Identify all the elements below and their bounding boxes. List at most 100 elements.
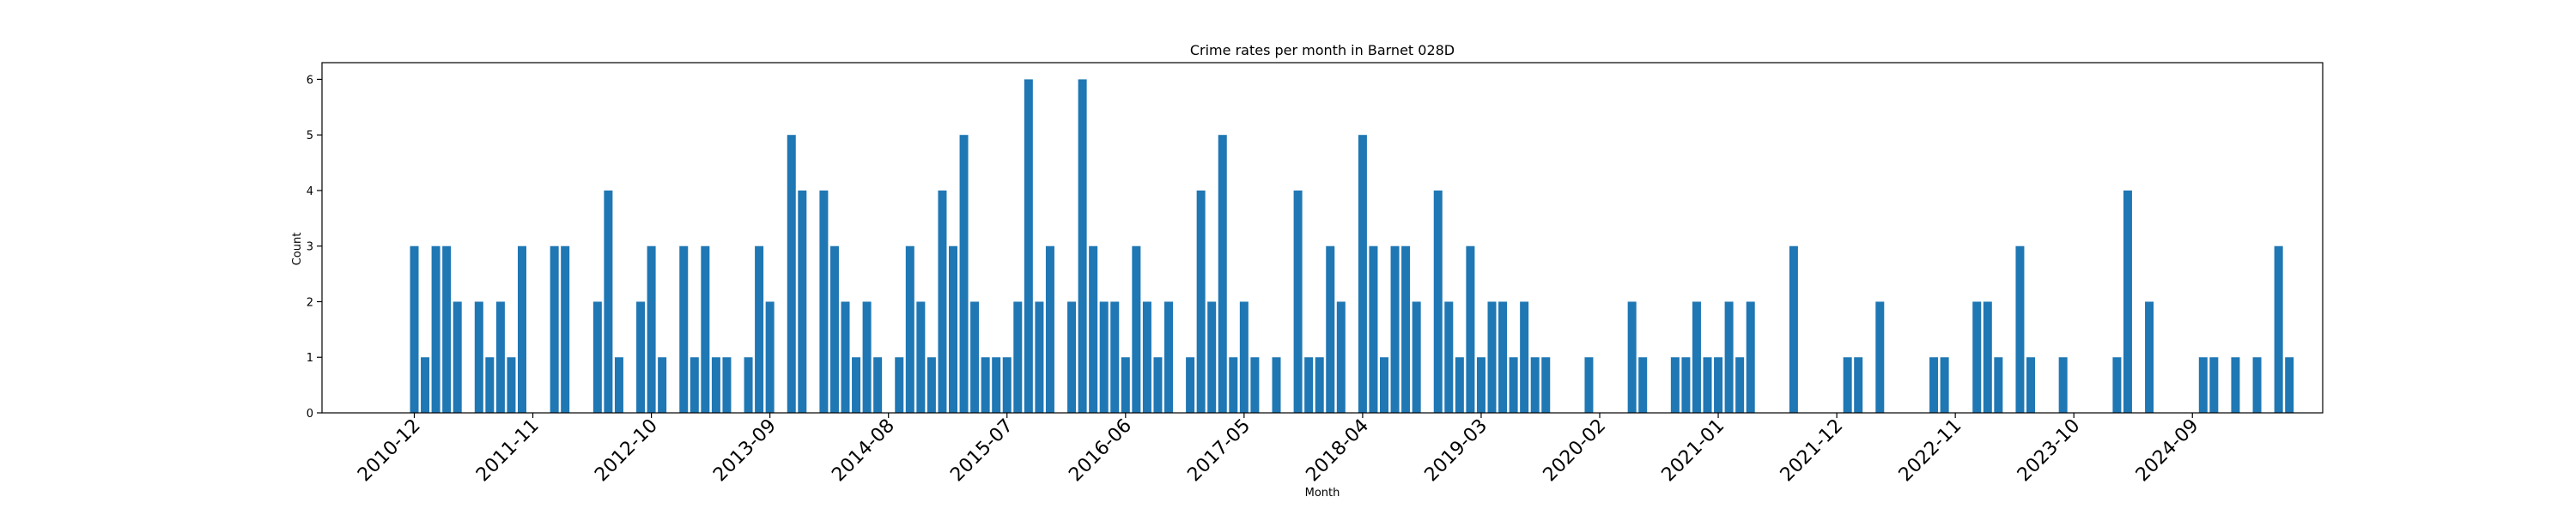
bar-2020-09 (1670, 357, 1680, 413)
x-tick-label: 2013-09 (709, 415, 781, 487)
x-tick-label: 2021-01 (1658, 415, 1729, 487)
bar-2017-01 (1196, 190, 1206, 413)
bar-2014-06 (862, 301, 872, 413)
bar-2013-07 (744, 357, 753, 413)
bar-2017-08 (1272, 357, 1281, 413)
bar-2016-01 (1067, 301, 1077, 413)
bar-2011-01 (421, 357, 430, 413)
bar-2021-02 (1724, 301, 1734, 413)
bar-2020-06 (1638, 357, 1648, 413)
bar-2018-02 (1336, 301, 1346, 413)
bar-2015-08 (1013, 301, 1023, 413)
bar-2018-11 (1433, 190, 1443, 413)
bar-2014-03 (829, 245, 839, 413)
x-tick-label: 2014-08 (828, 415, 899, 487)
y-tick-label: 0 (307, 408, 313, 421)
x-tick-label: 2016-06 (1065, 415, 1136, 487)
y-tick-label: 6 (307, 74, 313, 87)
x-tick-label: 2024-09 (2132, 415, 2203, 487)
bar-2017-06 (1250, 357, 1260, 413)
bars-group (410, 79, 2294, 414)
chart-title: Crime rates per month in Barnet 028D (1190, 42, 1455, 58)
bar-2013-09 (765, 301, 775, 413)
bar-2022-01 (1843, 357, 1852, 413)
bar-2015-10 (1035, 301, 1044, 413)
bar-2019-05 (1498, 301, 1508, 413)
bar-2012-11 (658, 357, 667, 413)
bar-2014-12 (927, 357, 936, 413)
bar-2024-03 (2123, 190, 2132, 413)
bar-2019-04 (1487, 301, 1497, 413)
bar-2020-10 (1681, 357, 1691, 413)
bar-2025-06 (2285, 357, 2294, 413)
bar-2016-06 (1121, 357, 1130, 413)
x-tick-label: 2010-12 (354, 415, 425, 487)
bar-2016-12 (1186, 357, 1195, 413)
bar-2022-10 (1940, 357, 1949, 413)
bar-2017-02 (1207, 301, 1217, 413)
bar-2011-02 (431, 245, 440, 413)
bar-2014-10 (905, 245, 914, 413)
bar-2023-09 (2058, 357, 2068, 413)
bar-2018-12 (1444, 301, 1454, 413)
bar-2011-04 (453, 301, 462, 413)
bar-2021-01 (1714, 357, 1723, 413)
bar-2017-05 (1239, 301, 1249, 413)
bar-2016-05 (1110, 301, 1120, 413)
bar-2016-03 (1089, 245, 1098, 413)
bar-2014-09 (895, 357, 904, 413)
bar-2012-02 (561, 245, 570, 413)
x-tick-label: 2019-03 (1421, 415, 1492, 487)
bar-2013-05 (722, 357, 732, 413)
bar-2024-11 (2209, 357, 2219, 413)
y-tick-label: 2 (307, 296, 313, 309)
bar-2015-01 (938, 190, 947, 413)
bar-2025-05 (2274, 245, 2283, 413)
bar-2014-05 (852, 357, 861, 413)
x-tick-label: 2018-04 (1302, 415, 1373, 487)
bar-2022-02 (1854, 357, 1863, 413)
bar-2018-05 (1369, 245, 1378, 413)
x-tick-label: 2011-11 (472, 415, 544, 487)
bar-2019-08 (1530, 357, 1540, 413)
bar-2019-07 (1520, 301, 1529, 413)
bar-2013-02 (690, 357, 699, 413)
bar-2023-03 (1994, 357, 2003, 413)
bar-2017-11 (1304, 357, 1314, 413)
x-tick-label: 2020-02 (1540, 415, 1611, 487)
bar-2019-06 (1509, 357, 1518, 413)
bar-2016-09 (1153, 357, 1163, 413)
bar-2016-04 (1099, 301, 1109, 413)
y-axis-label: Count (291, 233, 304, 266)
x-tick-label: 2017-05 (1183, 415, 1255, 487)
bar-2015-05 (981, 357, 990, 413)
x-tick-label: 2015-07 (946, 415, 1018, 487)
bar-2023-06 (2026, 357, 2035, 413)
bar-2013-11 (787, 135, 796, 413)
bar-2017-10 (1293, 190, 1303, 413)
bar-2020-01 (1584, 357, 1594, 413)
bar-2012-06 (604, 190, 613, 413)
bar-2018-07 (1390, 245, 1400, 413)
bar-2011-08 (495, 301, 505, 413)
bar-2021-04 (1746, 301, 1755, 413)
bar-2019-01 (1455, 357, 1464, 413)
bar-2013-08 (755, 245, 764, 413)
bar-2017-04 (1229, 357, 1238, 413)
bar-2021-08 (1789, 245, 1798, 413)
bar-2023-02 (1983, 301, 1992, 413)
bar-2018-06 (1380, 357, 1388, 413)
x-tick-label: 2022-11 (1895, 415, 1966, 487)
bar-2011-03 (442, 245, 452, 413)
y-tick-label: 4 (307, 185, 313, 198)
bar-2023-05 (2015, 245, 2025, 413)
y-tick-label: 3 (307, 241, 313, 254)
bar-2012-10 (647, 245, 656, 413)
bar-2016-08 (1142, 301, 1151, 413)
bar-2020-11 (1692, 301, 1701, 413)
bar-2012-05 (592, 301, 602, 413)
bar-2016-02 (1078, 79, 1087, 414)
bar-2018-04 (1358, 135, 1367, 413)
x-tick-label: 2023-10 (2014, 415, 2085, 487)
